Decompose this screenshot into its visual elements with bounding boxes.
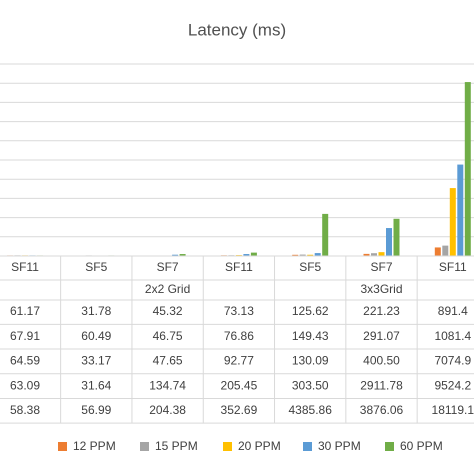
table-cell: 73.13	[224, 304, 254, 318]
bar	[386, 228, 392, 256]
table-cell: 31.78	[81, 304, 111, 318]
table-cell: 4385.86	[289, 403, 333, 417]
legend-swatch	[140, 442, 149, 451]
table-cell: 125.62	[292, 304, 329, 318]
table-cell: 352.69	[221, 403, 258, 417]
bar	[434, 247, 441, 256]
table-cell: 33.17	[81, 354, 111, 368]
x-tick-label: SF5	[85, 260, 107, 274]
legend-label: 15 PPM	[155, 439, 198, 453]
bar	[363, 253, 370, 256]
table-cell: 18119.1	[432, 403, 474, 417]
bar	[250, 252, 257, 256]
table-cell: 9524.2	[434, 378, 471, 392]
bar	[314, 253, 321, 256]
bar	[371, 253, 377, 256]
table-cell: 3876.06	[360, 403, 404, 417]
legend-label: 60 PPM	[400, 439, 443, 453]
table-cell: 64.59	[10, 354, 40, 368]
table-cell: 60.49	[81, 329, 111, 343]
bar	[292, 254, 299, 256]
table-cell: 45.32	[153, 304, 183, 318]
bar	[464, 82, 471, 256]
bar	[442, 245, 449, 256]
legend-label: 30 PPM	[318, 439, 361, 453]
table-cell: 61.17	[10, 304, 40, 318]
legend-swatch	[303, 442, 312, 451]
x-tick-label: SF11	[225, 260, 253, 274]
table-cell: 204.38	[149, 403, 186, 417]
table-cell: 149.43	[292, 329, 329, 343]
table-cell: 31.64	[81, 378, 111, 392]
table-cell: 400.50	[363, 354, 400, 368]
table-cell: 303.50	[292, 378, 329, 392]
x-tick-label: SF11	[439, 260, 467, 274]
bar	[378, 252, 385, 256]
table-cell: 92.77	[224, 354, 254, 368]
x-tick-label: SF11	[11, 260, 39, 274]
legend-label: 20 PPM	[238, 439, 281, 453]
x-tick-label: SF5	[299, 260, 321, 274]
table-cell: 7074.9	[434, 354, 471, 368]
table-cell: 63.09	[10, 378, 40, 392]
x-tick-label: SF7	[157, 260, 179, 274]
bar	[172, 254, 179, 256]
table-cell: 221.23	[363, 304, 400, 318]
table-cell: 46.75	[153, 329, 183, 343]
chart-title: Latency (ms)	[188, 20, 286, 39]
table-cell: 58.38	[10, 403, 40, 417]
bar	[457, 164, 464, 256]
legend-label: 12 PPM	[73, 439, 116, 453]
bar	[243, 254, 250, 256]
bar	[393, 218, 400, 256]
x-tick-label: SF7	[370, 260, 392, 274]
group-label: 2x2 Grid	[145, 282, 190, 296]
table-cell: 205.45	[221, 378, 258, 392]
table-cell: 891.4	[438, 304, 468, 318]
table-cell: 130.09	[292, 354, 329, 368]
bar	[179, 254, 186, 256]
bar	[449, 188, 456, 256]
bar	[307, 254, 314, 256]
group-label: 3x3Grid	[360, 282, 402, 296]
table-cell: 47.65	[153, 354, 183, 368]
table-cell: 76.86	[224, 329, 254, 343]
legend-swatch	[223, 442, 232, 451]
table-cell: 2911.78	[360, 378, 403, 392]
bar	[299, 254, 306, 256]
table-cell: 56.99	[81, 403, 111, 417]
legend-swatch	[385, 442, 394, 451]
table-cell: 134.74	[149, 378, 186, 392]
bar	[322, 213, 329, 256]
legend-swatch	[58, 442, 67, 451]
table-cell: 291.07	[363, 329, 400, 343]
table-cell: 67.91	[10, 329, 40, 343]
table-cell: 1081.4	[434, 329, 471, 343]
